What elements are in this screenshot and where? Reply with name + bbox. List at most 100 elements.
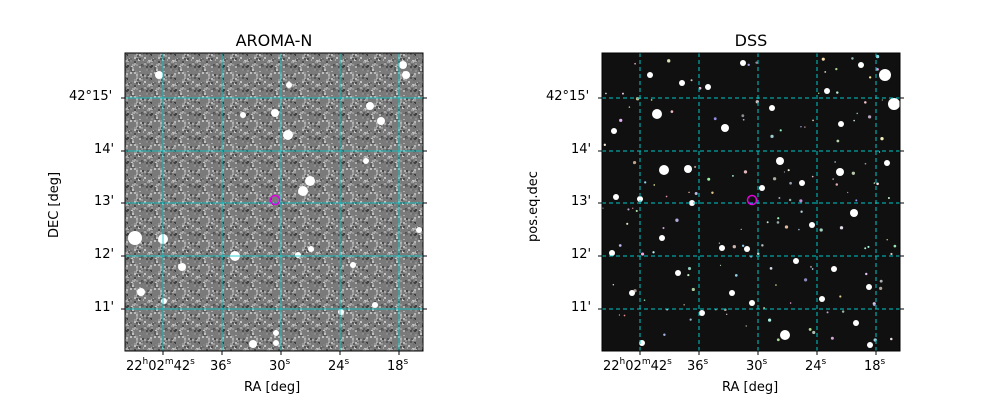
- faint-star: [873, 303, 876, 306]
- dec-tick-label: 12': [94, 247, 115, 262]
- star: [838, 121, 844, 127]
- faint-star: [865, 272, 868, 276]
- faint-star: [726, 313, 728, 316]
- faint-star: [632, 160, 637, 165]
- faint-star: [804, 278, 808, 282]
- dec-tick-label: 11': [94, 300, 115, 315]
- faint-star: [769, 267, 773, 270]
- faint-star: [605, 92, 607, 95]
- faint-star: [755, 61, 758, 64]
- faint-star: [855, 199, 858, 202]
- star: [740, 60, 746, 66]
- faint-star: [640, 252, 645, 256]
- aroma-image-panel: [121, 52, 427, 355]
- star: [684, 165, 692, 173]
- faint-star: [839, 295, 842, 298]
- faint-star: [634, 62, 636, 65]
- star: [853, 320, 859, 326]
- dec-tick-label: 14': [94, 142, 115, 157]
- faint-star: [867, 115, 872, 119]
- faint-star: [890, 252, 893, 256]
- ra-tick-label: 30s: [269, 357, 291, 374]
- faint-star: [789, 302, 792, 304]
- faint-star: [798, 228, 800, 231]
- star: [729, 290, 735, 296]
- star: [240, 112, 246, 118]
- faint-star: [741, 114, 745, 118]
- faint-star: [662, 227, 665, 230]
- faint-star: [890, 337, 893, 341]
- star: [629, 290, 635, 296]
- star: [799, 180, 805, 186]
- star: [836, 168, 844, 176]
- faint-star: [644, 181, 647, 184]
- star: [609, 250, 615, 256]
- star: [652, 109, 662, 119]
- faint-star: [879, 286, 883, 291]
- faint-star: [770, 134, 774, 139]
- faint-star: [811, 268, 814, 270]
- faint-star: [856, 112, 859, 115]
- faint-star: [779, 129, 782, 132]
- faint-star: [740, 228, 742, 230]
- faint-star: [776, 221, 780, 224]
- star: [884, 160, 890, 166]
- star: [809, 222, 815, 228]
- dec-tick-label: 14': [571, 142, 592, 157]
- faint-star: [618, 244, 622, 247]
- faint-star: [623, 314, 626, 317]
- star: [308, 246, 314, 252]
- star: [273, 340, 279, 346]
- faint-star: [635, 209, 638, 213]
- image-frame: [601, 52, 901, 352]
- ra-tick-label: 24s: [805, 357, 827, 374]
- faint-star: [810, 265, 812, 268]
- faint-star: [878, 151, 881, 153]
- faint-star: [853, 119, 855, 122]
- faint-star: [742, 118, 745, 121]
- star: [305, 176, 315, 186]
- faint-star: [880, 136, 884, 141]
- star: [759, 185, 765, 191]
- faint-star: [824, 71, 827, 73]
- ra-tick-label: 30s: [746, 357, 768, 374]
- image-background: [125, 53, 423, 351]
- faint-star: [713, 117, 717, 121]
- faint-star: [627, 208, 630, 211]
- faint-star: [834, 161, 836, 163]
- star: [744, 246, 750, 252]
- faint-star: [784, 225, 789, 229]
- star: [858, 62, 864, 68]
- faint-star: [821, 57, 825, 61]
- faint-star: [808, 327, 812, 331]
- faint-star: [835, 67, 838, 71]
- faint-star: [887, 197, 890, 200]
- faint-star: [830, 336, 834, 340]
- star: [705, 84, 711, 90]
- ra-tick-label: 18s: [387, 357, 409, 374]
- star: [675, 270, 681, 276]
- faint-star: [787, 169, 790, 172]
- faint-star: [776, 338, 780, 342]
- faint-star: [650, 99, 653, 101]
- faint-star: [618, 314, 621, 316]
- faint-star: [665, 195, 668, 198]
- faint-star: [775, 284, 777, 286]
- faint-star: [626, 222, 629, 225]
- dec-tick-label: 12': [571, 247, 592, 262]
- ra-tick-label: 18s: [864, 357, 886, 374]
- faint-star: [652, 251, 655, 254]
- star: [416, 227, 422, 233]
- star: [824, 88, 830, 94]
- faint-star: [772, 177, 777, 181]
- star: [831, 266, 837, 272]
- faint-star: [879, 279, 883, 283]
- faint-star: [670, 110, 674, 113]
- star: [402, 71, 410, 79]
- faint-star: [788, 198, 792, 202]
- panel-title-aroma: AROMA-N: [235, 31, 313, 50]
- faint-star: [783, 171, 786, 173]
- faint-star: [612, 284, 615, 286]
- faint-star: [868, 76, 872, 79]
- faint-star: [811, 175, 814, 178]
